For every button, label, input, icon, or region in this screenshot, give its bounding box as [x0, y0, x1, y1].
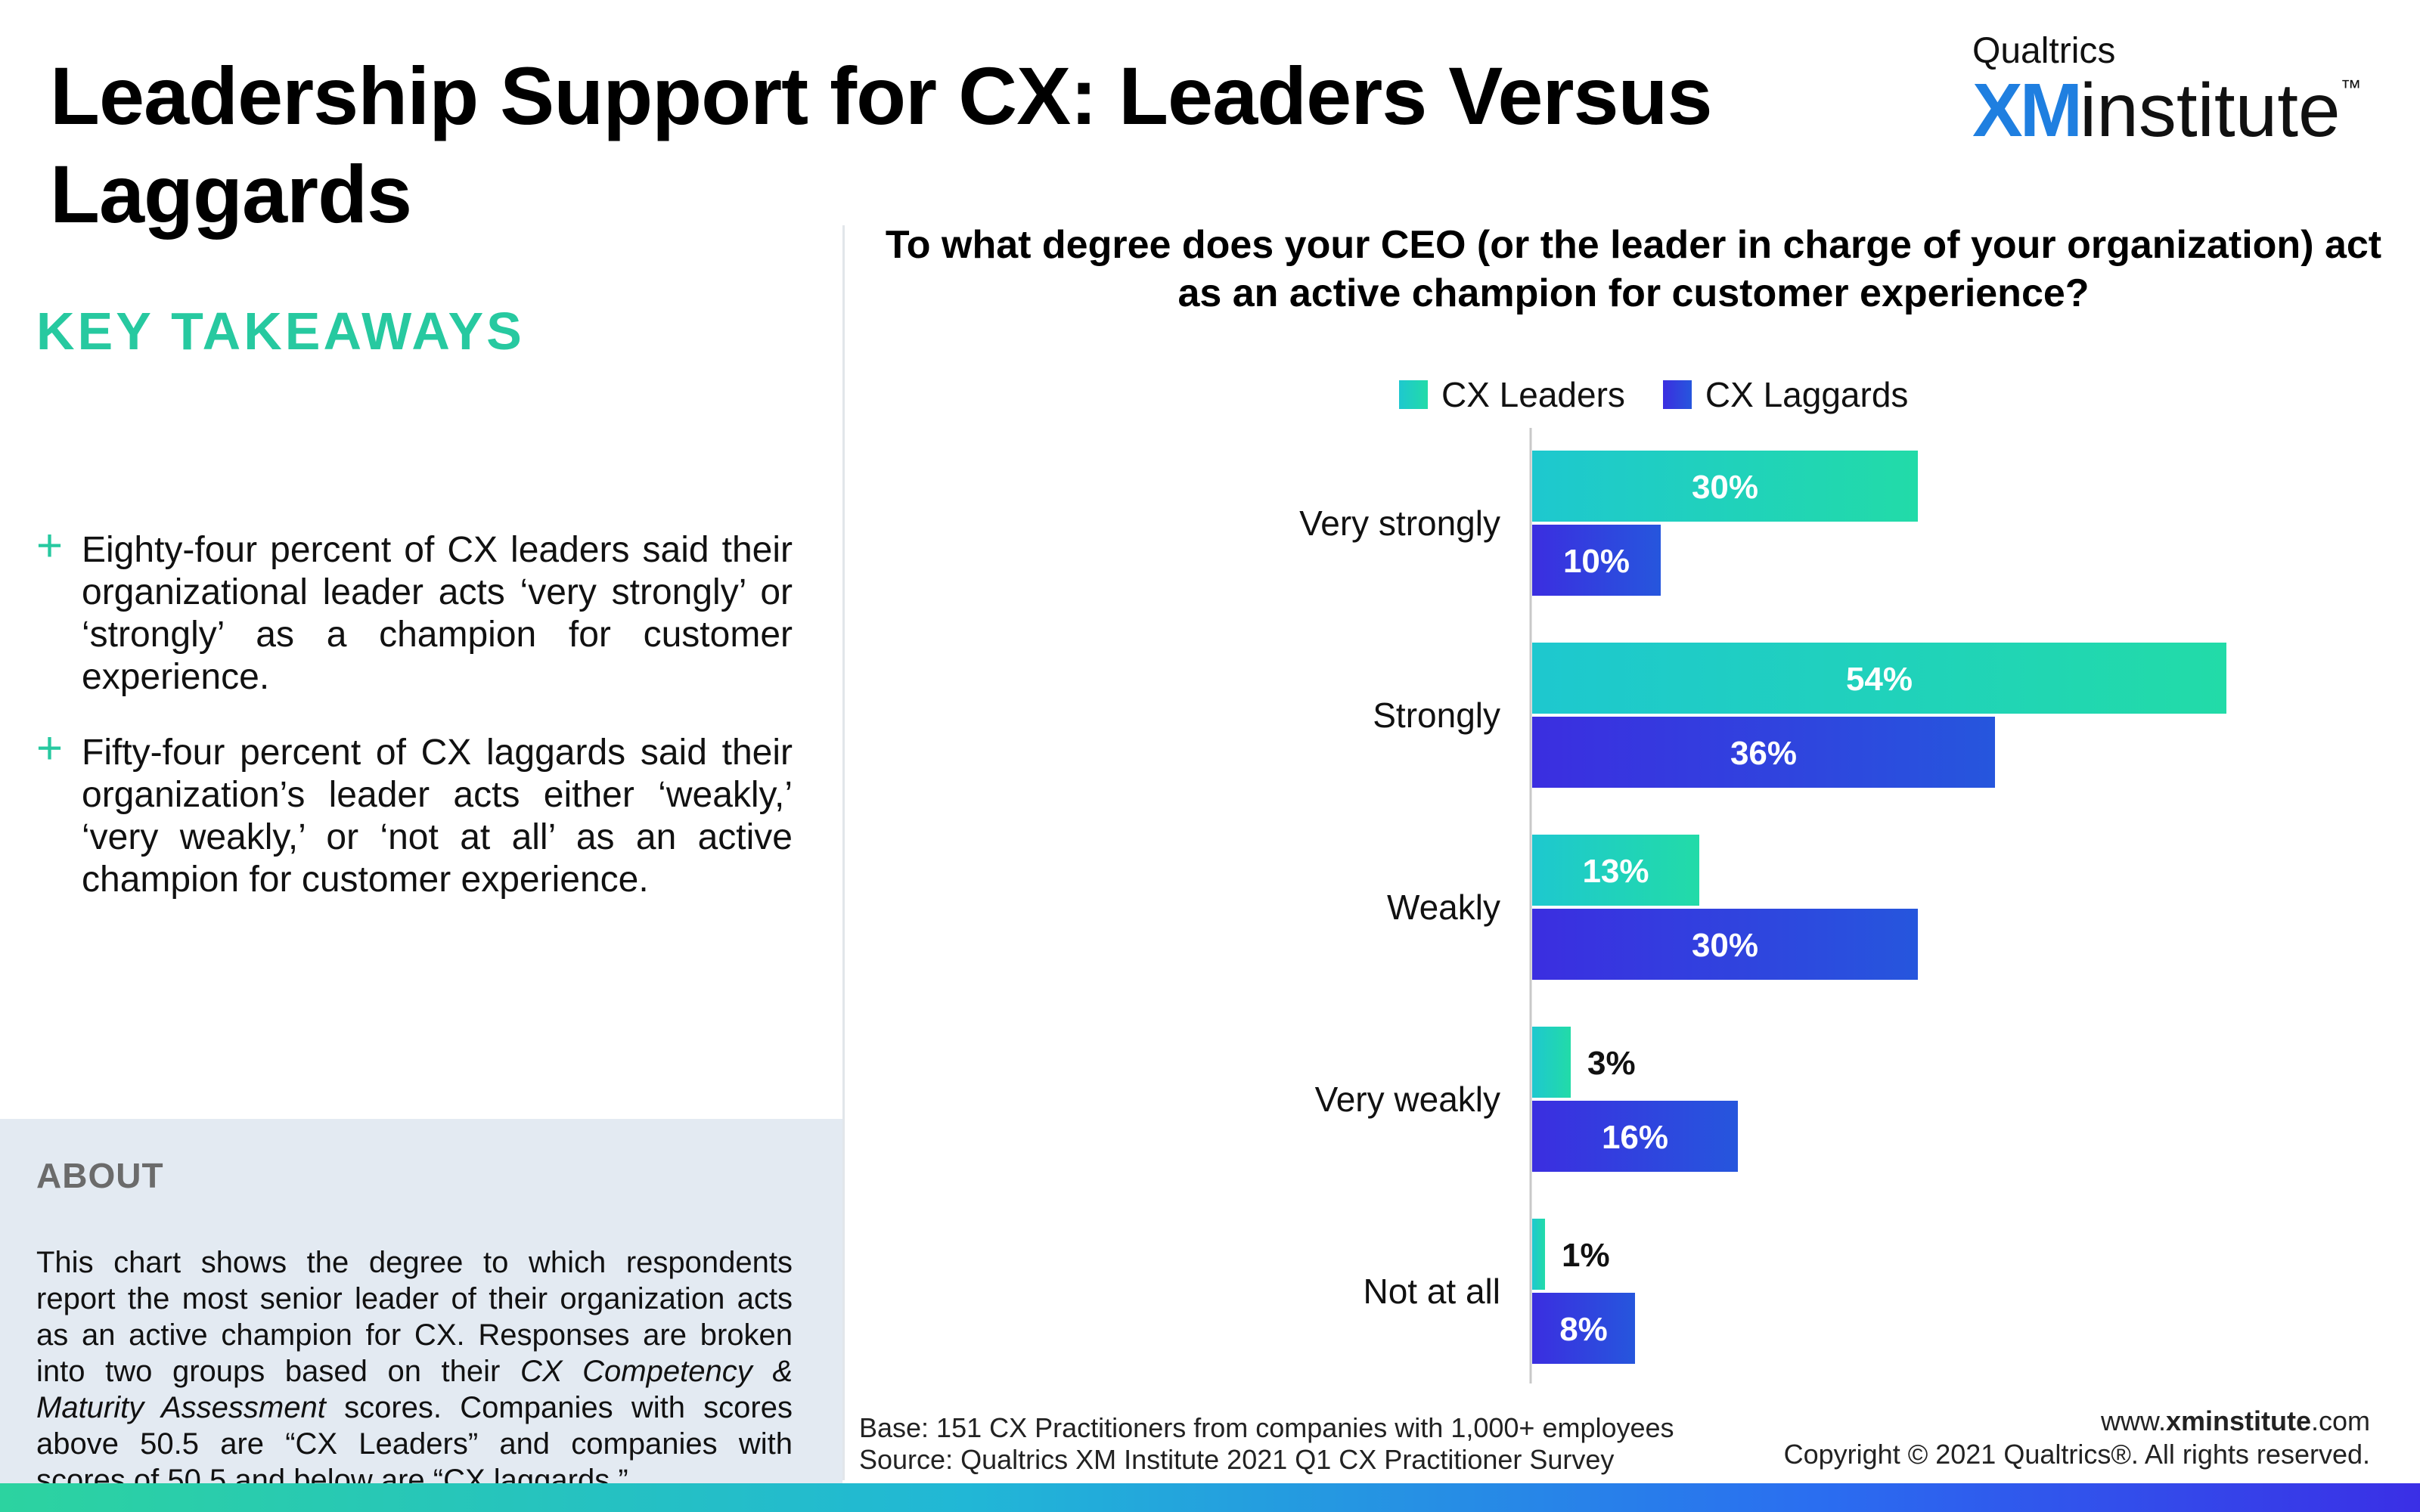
bar-laggards — [1532, 1293, 1635, 1364]
takeaway-item: + Fifty-four percent of CX laggards said… — [36, 726, 793, 901]
chart-title: To what degree does your CEO (or the lea… — [885, 223, 2382, 315]
logo-institute-text: institute — [2080, 68, 2341, 153]
bar-value-label-laggards: 36% — [1730, 735, 1797, 772]
about-text-emphasis: CX Competency & Maturity Assessment — [36, 1355, 793, 1424]
bar-laggards — [1532, 1101, 1738, 1172]
logo-xm-text: XM — [1972, 68, 2083, 153]
takeaway-text: Fifty-four percent of CX laggards said t… — [82, 733, 793, 900]
bar-leaders — [1532, 643, 2226, 714]
bar-leaders — [1532, 451, 1918, 522]
category-label: Strongly — [1373, 696, 1500, 735]
takeaway-item: + Eighty-four percent of CX leaders said… — [36, 523, 793, 699]
plus-icon: + — [36, 520, 64, 571]
about-text-part: scores. Companies with scores above 50.5… — [36, 1391, 793, 1497]
logo-wordmark: XMinstitute™ — [1972, 73, 2366, 148]
legend-item-laggards: CX Laggards — [1662, 374, 1909, 415]
footnote-base: Base: 151 CX Practitioners from companie… — [859, 1412, 1674, 1443]
website-link[interactable]: www.xminstitute.com — [1784, 1405, 2370, 1438]
copyright-block: www.xminstitute.com Copyright © 2021 Qua… — [1784, 1405, 2370, 1471]
bar-value-label-leaders: 30% — [1692, 469, 1758, 506]
legend-swatch-laggards — [1662, 380, 1692, 409]
bar-laggards — [1532, 717, 1995, 788]
footnote-source: Source: Qualtrics XM Institute 2021 Q1 C… — [859, 1444, 1615, 1475]
legend-item-leaders: CX Leaders — [1399, 374, 1625, 415]
category-label: Very strongly — [1299, 503, 1500, 543]
bar-leaders — [1532, 1027, 1571, 1098]
about-heading: ABOUT — [36, 1156, 164, 1195]
bar-value-label-laggards: 30% — [1692, 927, 1758, 964]
xm-institute-logo: Qualtrics XMinstitute™ — [1972, 30, 2366, 148]
bar-laggards — [1532, 525, 1661, 596]
takeaway-text: Eighty-four percent of CX leaders said t… — [82, 530, 793, 697]
bar-value-label-leaders: 13% — [1582, 853, 1649, 890]
about-text-part: This chart shows the degree to which res… — [36, 1246, 793, 1388]
bar-laggards — [1532, 909, 1918, 980]
bar-value-label-laggards: 10% — [1563, 543, 1630, 580]
key-takeaways-list: + Eighty-four percent of CX leaders said… — [36, 523, 793, 934]
url-prefix: www. — [2100, 1405, 2166, 1436]
bar-value-label-laggards: 8% — [1559, 1311, 1608, 1348]
bar-leaders — [1532, 835, 1699, 906]
key-takeaways-heading: KEY TAKEAWAYS — [36, 302, 525, 361]
legend-label-laggards: CX Laggards — [1705, 375, 1909, 414]
chart-footnote: Base: 151 CX Practitioners from companie… — [859, 1412, 1674, 1476]
bottom-gradient-bar — [0, 1483, 2420, 1512]
logo-trademark: ™ — [2340, 76, 2362, 99]
legend-label-leaders: CX Leaders — [1441, 375, 1625, 414]
logo-qualtrics-text: Qualtrics — [1972, 31, 2116, 71]
about-text: This chart shows the degree to which res… — [36, 1244, 793, 1498]
page-title: Leadership Support for CX: Leaders Versu… — [50, 50, 1713, 240]
bar-chart: Very strongly 30% 10% Strongly 54% 36% Weakly 1… — [1299, 428, 2226, 1383]
bar-value-label-leaders: 54% — [1846, 661, 1913, 698]
chart-legend: CX Leaders CX Laggards — [1399, 372, 1946, 417]
column-divider — [842, 225, 845, 1480]
bar-value-label-laggards: 16% — [1602, 1119, 1668, 1156]
bar-value-label-leaders: 1% — [1562, 1237, 1610, 1274]
bar-value-label-leaders: 3% — [1587, 1045, 1636, 1082]
copyright-text: Copyright © 2021 Qualtrics®. All rights … — [1783, 1439, 2370, 1470]
plus-icon: + — [36, 723, 64, 773]
category-label: Not at all — [1363, 1272, 1500, 1311]
url-domain: xminstitute — [2165, 1405, 2311, 1436]
category-label: Weakly — [1387, 888, 1500, 927]
bar-leaders — [1532, 1219, 1545, 1290]
url-suffix: .com — [2310, 1405, 2370, 1436]
category-label: Very weakly — [1315, 1080, 1500, 1119]
about-panel: ABOUT This chart shows the degree to whi… — [0, 1119, 842, 1497]
legend-swatch-leaders — [1399, 380, 1428, 409]
